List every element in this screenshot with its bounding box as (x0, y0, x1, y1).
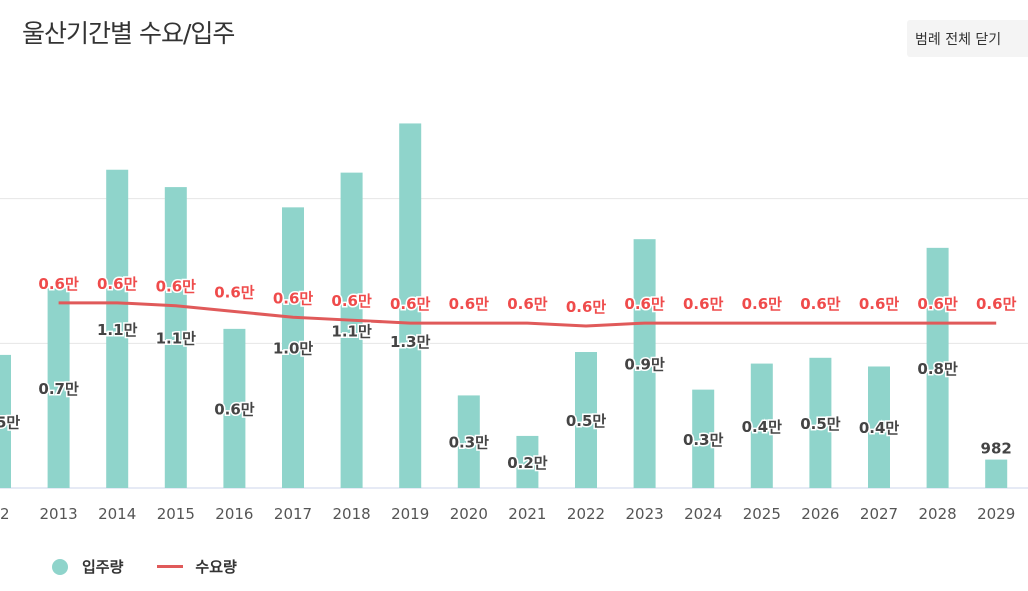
bar[interactable] (223, 328, 246, 488)
x-tick-label: 2028 (919, 505, 957, 523)
x-tick-label: 2026 (801, 505, 839, 523)
line-data-label: 0.6만 (800, 295, 841, 313)
bar-data-label: 1.1만 (331, 322, 372, 340)
x-tick-label: 2019 (391, 505, 429, 523)
x-tick-label: 2018 (333, 505, 371, 523)
x-tick-label: 2024 (684, 505, 722, 523)
x-tick-label: 12 (0, 505, 10, 523)
legend-line-label[interactable]: 수요량 (195, 558, 237, 576)
line-data-label: 0.6만 (507, 295, 548, 313)
bar[interactable] (164, 187, 187, 489)
x-tick-label: 2014 (98, 505, 136, 523)
bar[interactable] (692, 389, 715, 488)
line-data-label: 0.6만 (97, 275, 138, 293)
line-data-label: 0.6만 (859, 295, 900, 313)
line-data-label: 0.6만 (331, 292, 372, 310)
bar-data-label: 1.1만 (156, 330, 197, 348)
x-tick-label: 2016 (215, 505, 253, 523)
bar[interactable] (868, 366, 890, 488)
bar[interactable] (282, 207, 304, 488)
bar-data-label: 0.5만 (800, 415, 841, 433)
legend-line-marker[interactable] (157, 565, 184, 568)
line-data-label: 0.6만 (156, 278, 197, 296)
bar-data-label: 1.3만 (390, 333, 431, 351)
line-data-label: 0.6만 (742, 295, 783, 313)
demand-line (58, 301, 997, 328)
bar[interactable] (575, 352, 597, 488)
line-data-label: 0.6만 (214, 284, 255, 302)
bar-data-label: 0.2만 (507, 454, 548, 472)
line-data-label: 0.6만 (449, 295, 490, 313)
bar-data-label: 1.1만 (97, 321, 138, 339)
x-tick-label: 2013 (40, 505, 78, 523)
bar[interactable] (0, 354, 11, 488)
bar[interactable] (399, 123, 422, 488)
bar[interactable] (106, 169, 129, 488)
bar[interactable] (457, 395, 480, 488)
x-tick-label: 2022 (567, 505, 605, 523)
bar[interactable] (47, 288, 70, 488)
line-data-label: 0.6만 (390, 295, 431, 313)
bar-data-label: 0.6만 (214, 400, 255, 418)
x-tick-label: 2017 (274, 505, 312, 523)
x-tick-label: 2023 (626, 505, 664, 523)
bar-data-label: 0.5만 (566, 412, 607, 430)
bar[interactable] (926, 247, 949, 488)
legend-bar-marker[interactable] (52, 558, 68, 575)
bar-data-label: 982 (981, 440, 1012, 458)
bar-data-label: 1.0만 (273, 340, 314, 358)
bar[interactable] (750, 363, 773, 488)
bar-data-label: 0.3만 (449, 434, 490, 452)
bar-data-label: 0.4만 (859, 419, 900, 437)
bar[interactable] (809, 357, 832, 488)
line-data-label: 0.6만 (38, 275, 79, 293)
x-tick-label: 2020 (450, 505, 488, 523)
legend: 입주량 수요량 (52, 556, 237, 577)
x-tick-label: 2021 (508, 505, 546, 523)
chart-title: 울산기간별 수요/입주 (22, 19, 235, 48)
bar-data-label: 0.5만 (0, 413, 20, 431)
x-tick-label: 2025 (743, 505, 781, 523)
x-tick-label: 2015 (157, 505, 195, 523)
x-tick-label: 2027 (860, 505, 898, 523)
bar[interactable] (340, 172, 363, 489)
x-tick-label: 2029 (977, 505, 1015, 523)
chart: 0.6만 0.6만 0.6만 0.6만 0.6만 0.6만 0.6만 0.6만 0.6만 0.6만… (0, 123, 1028, 523)
legend-close-all-button[interactable]: 범례 전체 닫기 (907, 20, 1028, 57)
line-data-label: 0.6만 (566, 298, 607, 316)
bar-data-label: 0.4만 (742, 418, 783, 436)
bar-data-label: 0.9만 (624, 356, 665, 374)
bar-data-label: 0.7만 (38, 380, 79, 398)
line-data-label: 0.6만 (273, 289, 314, 307)
bar[interactable] (633, 239, 656, 488)
line-data-label: 0.6만 (976, 295, 1017, 313)
legend-bar-label[interactable]: 입주량 (82, 558, 124, 576)
line-data-label: 0.6만 (683, 295, 724, 313)
line-data-label: 0.6만 (624, 295, 665, 313)
bar-data-label: 0.8만 (917, 360, 958, 378)
bar-data-label: 0.3만 (683, 431, 724, 449)
bar[interactable] (516, 435, 539, 488)
bar[interactable] (985, 459, 1008, 488)
line-data-label: 0.6만 (917, 295, 958, 313)
